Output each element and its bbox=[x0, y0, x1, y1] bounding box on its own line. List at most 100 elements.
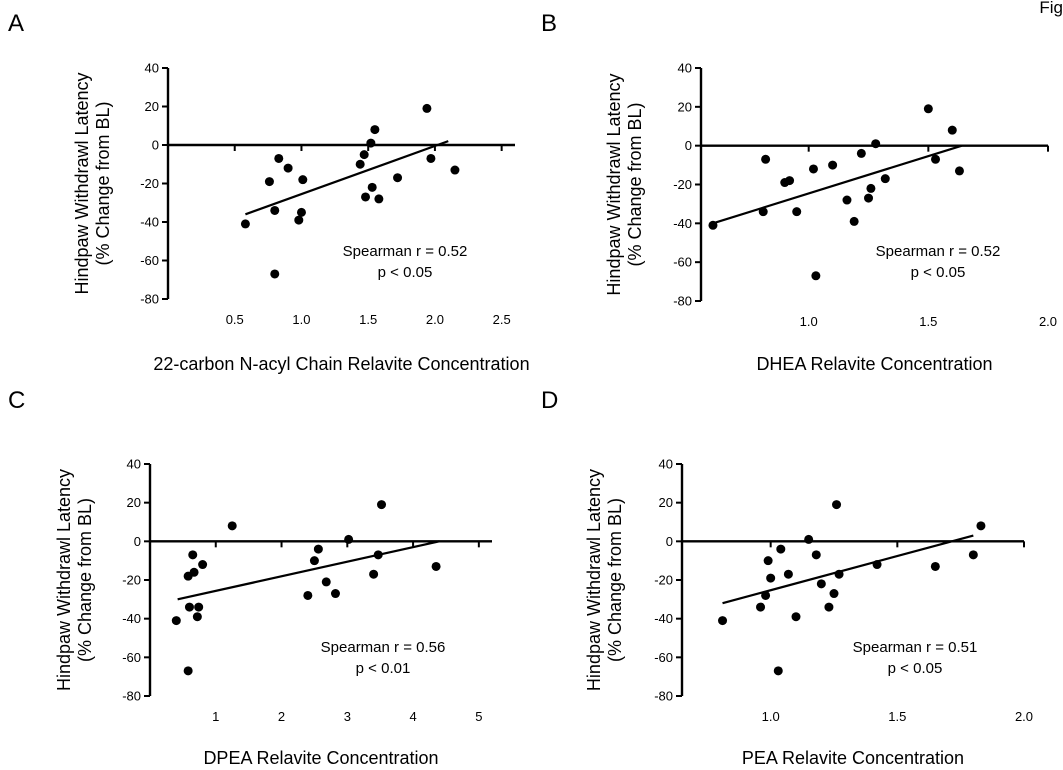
data-point bbox=[829, 589, 839, 599]
y-axis-subtitle: (% Change from BL) bbox=[75, 498, 95, 662]
data-point bbox=[816, 579, 826, 589]
x-tick-label: 1.5 bbox=[888, 709, 906, 724]
x-tick-label: 1 bbox=[212, 709, 219, 724]
x-axis-title: PEA Relavite Concentration bbox=[742, 748, 964, 768]
data-point bbox=[450, 165, 460, 175]
x-tick-label: 3 bbox=[344, 709, 351, 724]
data-point bbox=[824, 602, 834, 612]
data-point bbox=[189, 567, 199, 577]
y-tick-label: -20 bbox=[673, 177, 692, 192]
data-point bbox=[880, 174, 890, 184]
y-tick-label: -60 bbox=[654, 650, 673, 665]
x-tick-label: 2.0 bbox=[1015, 709, 1033, 724]
data-point bbox=[808, 164, 818, 174]
regression-line bbox=[712, 144, 963, 225]
data-point bbox=[373, 550, 383, 560]
x-tick-label: 1.5 bbox=[359, 312, 377, 327]
regression-line bbox=[245, 140, 449, 216]
data-point bbox=[270, 205, 280, 215]
data-point bbox=[773, 666, 783, 676]
data-point bbox=[227, 521, 237, 531]
y-tick-label: -40 bbox=[654, 611, 673, 626]
y-tick-label: 0 bbox=[134, 534, 141, 549]
y-axis-title: Hindpaw Withdrawl Latency bbox=[54, 469, 74, 691]
data-point bbox=[792, 207, 802, 217]
x-axis-title: DHEA Relavite Concentration bbox=[756, 354, 992, 374]
y-tick-label: -60 bbox=[673, 255, 692, 270]
data-point bbox=[270, 269, 280, 279]
y-tick-label: 20 bbox=[659, 495, 673, 510]
x-tick-label: 5 bbox=[475, 709, 482, 724]
data-point bbox=[188, 550, 198, 560]
panel-letter-d: D bbox=[541, 387, 559, 414]
data-point bbox=[422, 103, 432, 113]
data-point bbox=[766, 573, 776, 583]
y-tick-label: -40 bbox=[673, 216, 692, 231]
y-tick-label: -80 bbox=[654, 689, 673, 704]
data-point bbox=[377, 500, 387, 510]
data-point bbox=[976, 521, 986, 531]
data-point bbox=[785, 176, 795, 186]
data-point bbox=[183, 666, 193, 676]
data-point bbox=[761, 590, 771, 600]
data-point bbox=[842, 195, 852, 205]
x-tick-label: 2.5 bbox=[493, 312, 511, 327]
data-point bbox=[321, 577, 331, 587]
data-point bbox=[192, 612, 202, 622]
data-point bbox=[718, 616, 728, 626]
x-tick-label: 0.5 bbox=[226, 312, 244, 327]
p-value-label: p < 0.01 bbox=[356, 660, 411, 677]
data-point bbox=[274, 153, 284, 163]
data-point bbox=[374, 194, 384, 204]
y-axis-title: Hindpaw Withdrawl Latency bbox=[584, 469, 604, 691]
y-tick-label: 0 bbox=[685, 138, 692, 153]
y-tick-label: 20 bbox=[678, 99, 692, 114]
figure-label: Fig bbox=[1039, 0, 1063, 17]
data-point bbox=[283, 163, 293, 173]
data-point bbox=[761, 154, 771, 164]
data-point bbox=[968, 550, 978, 560]
regression-line bbox=[177, 540, 440, 601]
data-point bbox=[758, 207, 768, 217]
x-tick-label: 4 bbox=[409, 709, 416, 724]
data-point bbox=[330, 589, 340, 599]
data-point bbox=[184, 602, 194, 612]
data-point bbox=[791, 612, 801, 622]
data-point bbox=[811, 271, 821, 281]
data-point bbox=[303, 590, 313, 600]
data-point bbox=[344, 534, 354, 544]
data-point bbox=[309, 556, 319, 566]
data-point bbox=[804, 534, 814, 544]
data-point bbox=[872, 560, 882, 570]
y-tick-label: -80 bbox=[673, 294, 692, 309]
data-point bbox=[947, 125, 957, 135]
data-point bbox=[763, 556, 773, 566]
y-tick-label: 0 bbox=[666, 534, 673, 549]
data-point bbox=[866, 183, 876, 193]
y-tick-label: 0 bbox=[152, 138, 159, 153]
data-point bbox=[359, 150, 369, 160]
data-point bbox=[240, 219, 250, 229]
y-tick-label: 40 bbox=[659, 457, 673, 472]
y-axis-subtitle: (% Change from BL) bbox=[605, 498, 625, 662]
x-tick-label: 1.5 bbox=[919, 314, 937, 329]
y-axis-subtitle: (% Change from BL) bbox=[625, 102, 645, 266]
p-value-label: p < 0.05 bbox=[888, 660, 943, 677]
chart-panel-b: 40 20 0 -20 -40 -60 -80 1.0 1.5 2.0 Spearman r = 0… bbox=[604, 61, 1057, 375]
data-point bbox=[431, 561, 441, 571]
x-tick-label: 2.0 bbox=[426, 312, 444, 327]
y-tick-label: -80 bbox=[140, 292, 159, 307]
panel-letter-b: B bbox=[541, 10, 558, 37]
x-tick-label: 2 bbox=[278, 709, 285, 724]
y-tick-label: -20 bbox=[140, 176, 159, 191]
data-point bbox=[708, 220, 718, 230]
data-point bbox=[832, 500, 842, 510]
data-point bbox=[864, 193, 874, 203]
data-point bbox=[393, 173, 403, 183]
x-tick-label: 1.0 bbox=[800, 314, 818, 329]
y-tick-label: -80 bbox=[122, 689, 141, 704]
y-tick-label: 40 bbox=[145, 61, 159, 76]
y-tick-label: 20 bbox=[127, 495, 141, 510]
spearman-r-label: Spearman r = 0.52 bbox=[876, 243, 1001, 260]
spearman-r-label: Spearman r = 0.52 bbox=[343, 243, 468, 260]
